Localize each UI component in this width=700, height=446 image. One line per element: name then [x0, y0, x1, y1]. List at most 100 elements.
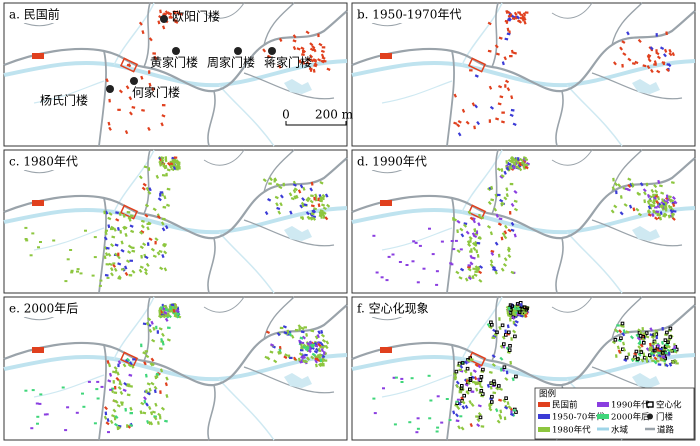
building: [154, 240, 157, 245]
building: [513, 11, 518, 16]
building: [155, 372, 160, 376]
scale-end: 200 m: [315, 108, 354, 122]
building: [117, 386, 122, 391]
building: [475, 268, 480, 272]
hollow-house: [613, 338, 618, 342]
building: [114, 399, 119, 404]
building: [321, 46, 326, 49]
building: [160, 122, 164, 127]
building: [300, 326, 305, 331]
building: [495, 213, 499, 218]
building: [277, 350, 283, 355]
building: [464, 404, 469, 409]
building: [66, 258, 70, 261]
building: [471, 256, 476, 260]
building: [152, 254, 157, 258]
building: [278, 185, 283, 190]
building: [81, 392, 84, 395]
building: [467, 267, 472, 272]
building: [509, 412, 515, 417]
building: [394, 376, 398, 379]
hollow-house: [668, 335, 673, 339]
building: [144, 350, 149, 353]
building: [104, 252, 109, 257]
building: [300, 341, 305, 345]
building: [510, 228, 515, 232]
building: [130, 229, 135, 234]
building: [321, 203, 326, 207]
base-map: [2, 295, 349, 442]
building: [612, 177, 615, 182]
building: [143, 361, 147, 366]
building: [144, 203, 150, 208]
hollow-house: [492, 382, 497, 386]
building: [653, 356, 658, 361]
building: [118, 89, 123, 94]
building: [507, 246, 512, 251]
hollow-house: [502, 365, 507, 370]
hollow-house: [524, 307, 529, 312]
building: [31, 389, 35, 392]
building: [108, 212, 113, 216]
building: [308, 340, 313, 345]
building: [663, 48, 668, 53]
building: [114, 415, 119, 420]
building: [489, 385, 493, 390]
building: [503, 257, 508, 262]
building: [103, 236, 108, 241]
building: [125, 85, 130, 90]
building: [317, 343, 322, 347]
building: [498, 217, 503, 221]
building: [289, 210, 293, 215]
building: [495, 52, 500, 56]
building: [475, 387, 479, 392]
building: [108, 372, 113, 377]
building: [617, 183, 622, 188]
buildings: [24, 303, 330, 434]
building: [615, 190, 618, 195]
building: [112, 370, 116, 374]
building: [122, 363, 127, 368]
building: [173, 314, 178, 318]
building: [621, 63, 624, 68]
building: [496, 419, 501, 424]
building: [301, 60, 306, 65]
building: [414, 241, 418, 244]
building: [118, 382, 123, 386]
building: [274, 195, 279, 200]
building: [648, 195, 653, 199]
building: [312, 68, 316, 73]
hollow-house: [639, 350, 644, 354]
building: [476, 241, 481, 245]
building: [477, 236, 482, 240]
building: [36, 415, 40, 418]
building: [471, 102, 476, 107]
building: [159, 390, 162, 394]
building: [477, 404, 482, 408]
building: [306, 196, 311, 201]
building: [166, 187, 171, 191]
building: [103, 246, 108, 251]
hollow-house: [497, 384, 501, 388]
hollow-house: [619, 336, 623, 341]
building: [517, 157, 520, 161]
building: [524, 11, 529, 14]
building: [295, 194, 299, 199]
building: [655, 51, 660, 56]
building: [61, 386, 65, 389]
building: [169, 306, 172, 310]
building: [158, 314, 163, 318]
building: [164, 225, 169, 230]
building: [662, 61, 666, 66]
building: [319, 358, 323, 363]
building: [273, 177, 278, 182]
building: [157, 20, 161, 25]
building: [164, 419, 168, 423]
building: [113, 267, 118, 272]
building: [124, 271, 129, 277]
building: [411, 260, 415, 263]
building: [165, 376, 169, 381]
building: [161, 227, 166, 232]
building: [267, 198, 272, 202]
building: [455, 413, 459, 418]
